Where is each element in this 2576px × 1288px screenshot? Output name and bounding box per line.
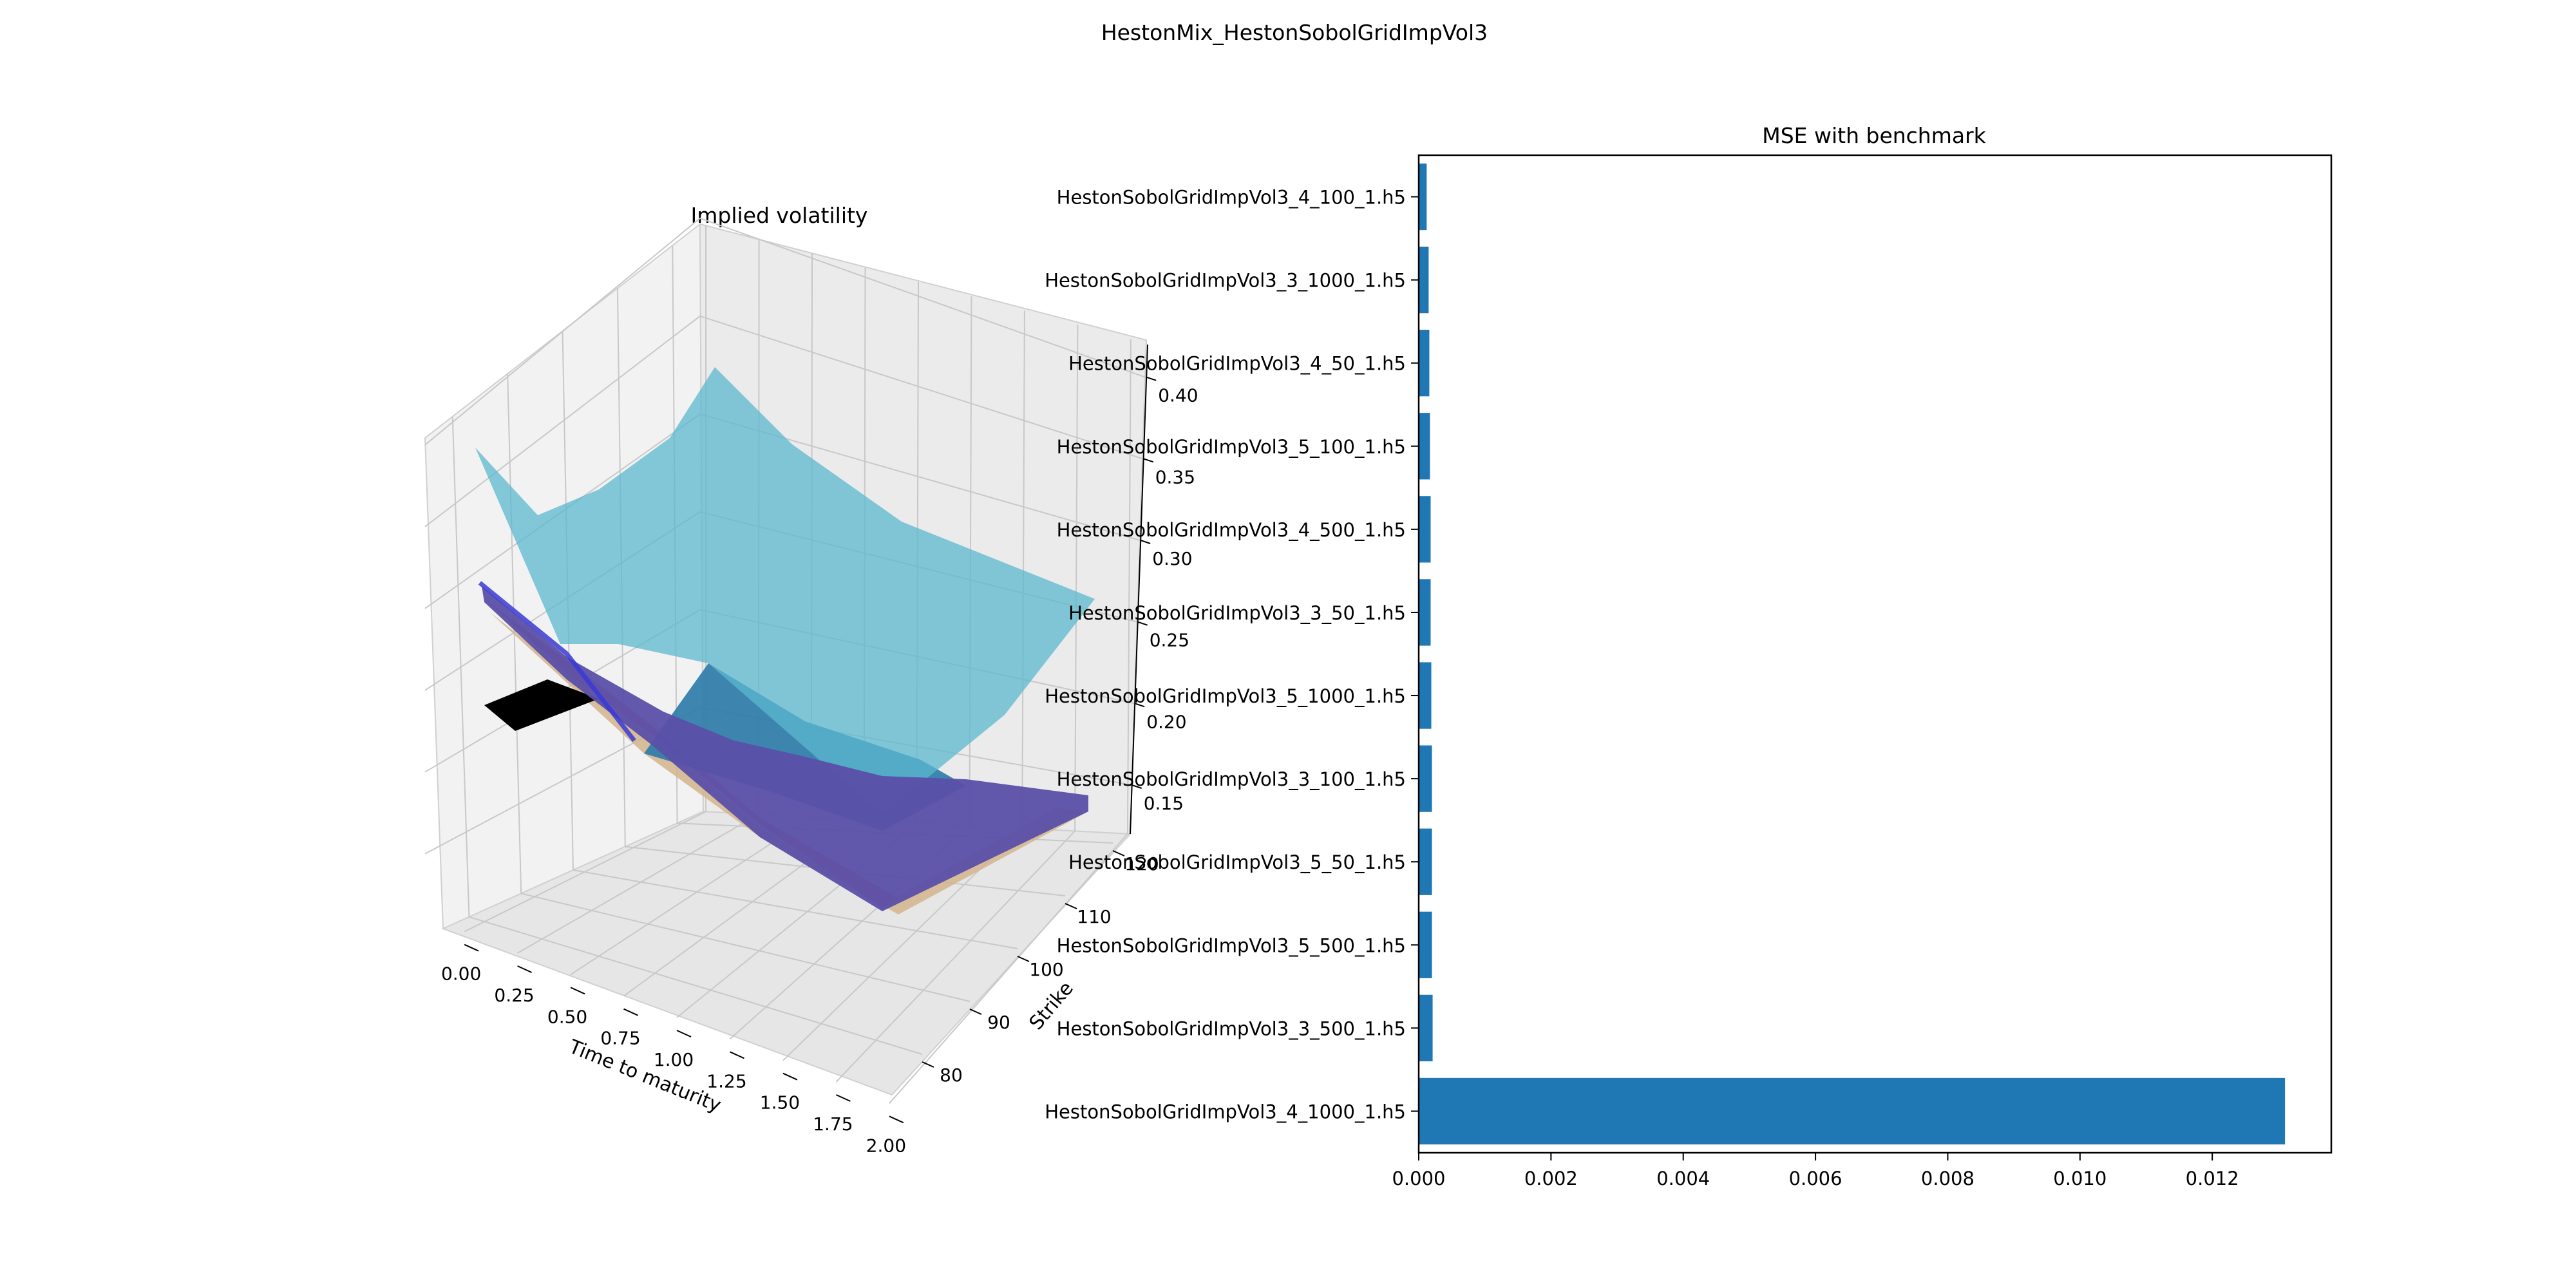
bar-chart-title: MSE with benchmark: [1762, 123, 1986, 148]
x-tick-label: 2.00: [866, 1135, 906, 1156]
x-tick-label: 1.50: [760, 1092, 800, 1113]
surface-black: [484, 679, 599, 731]
y-tick-label: 120: [1124, 853, 1159, 875]
bar-category-label: HestonSobolGridImpVol3_5_1000_1.h5: [1045, 685, 1406, 707]
z-tick-mark: [1132, 784, 1142, 789]
bar: [1419, 330, 1430, 397]
bar-category-label: HestonSobolGridImpVol3_4_50_1.h5: [1068, 353, 1406, 375]
bar-category-label: HestonSobolGridImpVol3_3_100_1.h5: [1057, 768, 1406, 790]
x-tick-label: 0.75: [600, 1028, 640, 1049]
z-tick-mark: [1140, 540, 1151, 544]
figure-suptitle: HestonMix_HestonSobolGridImpVol3: [1101, 20, 1488, 45]
y-tick-label: 100: [1029, 959, 1063, 980]
x-tick-label: 1.00: [654, 1049, 694, 1070]
x-tick-mark: [782, 1072, 798, 1081]
bar-x-tick-label: 0.012: [2186, 1168, 2239, 1189]
y-tick-mark: [1065, 903, 1077, 909]
y-tick-label: 90: [987, 1012, 1010, 1033]
bar: [1419, 496, 1431, 563]
z-tick-mark: [1134, 703, 1145, 708]
x-tick-label: 1.75: [813, 1113, 853, 1135]
bar-category-label: HestonSobolGridImpVol3_3_500_1.h5: [1057, 1018, 1406, 1039]
bar-x-tick-label: 0.006: [1789, 1168, 1842, 1189]
z-tick-mark: [1146, 376, 1157, 381]
bar-category-label: HestonSobolGridImpVol3_4_1000_1.h5: [1045, 1101, 1406, 1122]
bar: [1419, 413, 1430, 480]
z-tick-mark: [1143, 458, 1154, 463]
x-tick-mark: [676, 1030, 692, 1037]
y-tick-mark: [1017, 956, 1030, 962]
surface-purple: [482, 586, 1088, 911]
bar: [1419, 246, 1429, 314]
bar: [1419, 994, 1433, 1062]
y-tick-mark: [1112, 850, 1125, 857]
z-tick-label: 0.15: [1144, 793, 1184, 814]
x-tick-mark: [623, 1008, 638, 1016]
bar: [1419, 163, 1427, 231]
surface-main: [475, 367, 1095, 815]
z-tick-label: 0.30: [1152, 548, 1192, 569]
x-tick-label: 0.25: [494, 985, 534, 1006]
x-tick-label: 1.25: [706, 1070, 746, 1092]
z-axis-ticks: 0.15 0.20 0.25 0.30 0.35 0.40: [1130, 344, 1198, 835]
y-tick-mark: [922, 1061, 934, 1068]
bar-category-label: HestonSobolGridImpVol3_5_500_1.h5: [1057, 934, 1406, 956]
bar-category-label: HestonSobolGridImpVol3_4_100_1.h5: [1057, 187, 1406, 209]
bar-category-label: HestonSobolGridImpVol3_5_50_1.h5: [1068, 851, 1406, 873]
bar-series: [1419, 163, 2286, 1145]
x-tick-label: 0.00: [441, 963, 481, 985]
bar-chart: MSE with benchmark HestonSobolGridImpVol…: [1045, 123, 2333, 1189]
bar: [1419, 745, 1432, 812]
z-tick-label: 0.40: [1158, 385, 1198, 406]
x-tick-mark: [835, 1094, 851, 1102]
z-tick-label: 0.35: [1155, 466, 1195, 488]
x-axis-ticks: 0.00 0.25 0.50 0.75 1.00 1.25 1.50 1.75 2.00: [441, 943, 906, 1156]
z-tick-label: 0.20: [1146, 711, 1186, 732]
x-tick-mark: [889, 1115, 904, 1124]
z-tick-mark: [1137, 621, 1148, 626]
bar-category-label: HestonSobolGridImpVol3_3_1000_1.h5: [1045, 270, 1406, 292]
x-tick-mark: [570, 987, 585, 995]
bar: [1419, 662, 1432, 729]
x-tick-label: 0.50: [547, 1006, 587, 1027]
bar-category-label: HestonSobolGridImpVol3_5_100_1.h5: [1057, 436, 1406, 458]
surface-plot-title: Implied volatility: [691, 203, 868, 228]
z-axis-line: [1130, 344, 1148, 835]
bar-y-axis-ticks: HestonSobolGridImpVol3_4_100_1.h5 HestonS…: [1045, 187, 1419, 1122]
bar-x-axis-ticks: 0.000 0.002 0.004 0.006 0.008 0.010 0.012: [1392, 1153, 2239, 1189]
y-tick-mark: [969, 1009, 982, 1015]
bar-x-tick-label: 0.002: [1524, 1168, 1578, 1189]
surface-blue-edge: [478, 581, 636, 743]
bar-x-tick-label: 0.008: [1921, 1168, 1975, 1189]
x-tick-mark: [517, 965, 533, 973]
y-tick-label: 80: [940, 1065, 963, 1086]
bar: [1419, 579, 1431, 646]
bar: [1419, 1077, 2286, 1145]
x-tick-mark: [730, 1051, 744, 1059]
bar: [1419, 911, 1432, 978]
bar: [1419, 828, 1432, 895]
bar-x-tick-label: 0.010: [2053, 1168, 2107, 1189]
bar-x-tick-label: 0.004: [1656, 1168, 1710, 1189]
bar-category-label: HestonSobolGridImpVol3_3_50_1.h5: [1068, 602, 1406, 624]
bar-category-label: HestonSobolGridImpVol3_4_500_1.h5: [1057, 519, 1406, 541]
x-tick-mark: [464, 943, 479, 952]
z-tick-label: 0.25: [1150, 630, 1189, 651]
surface-plot: Implied volatility 0.00 0.25 0.50 0.75 1.00 1…: [424, 203, 1198, 1156]
y-tick-label: 110: [1077, 906, 1111, 927]
bar-chart-frame: [1417, 154, 2333, 1154]
y-axis-ticks: 80 90 100 110 120: [922, 850, 1159, 1086]
x-axis-label: Time to maturity: [565, 1036, 724, 1117]
bar-x-tick-label: 0.000: [1392, 1168, 1445, 1189]
